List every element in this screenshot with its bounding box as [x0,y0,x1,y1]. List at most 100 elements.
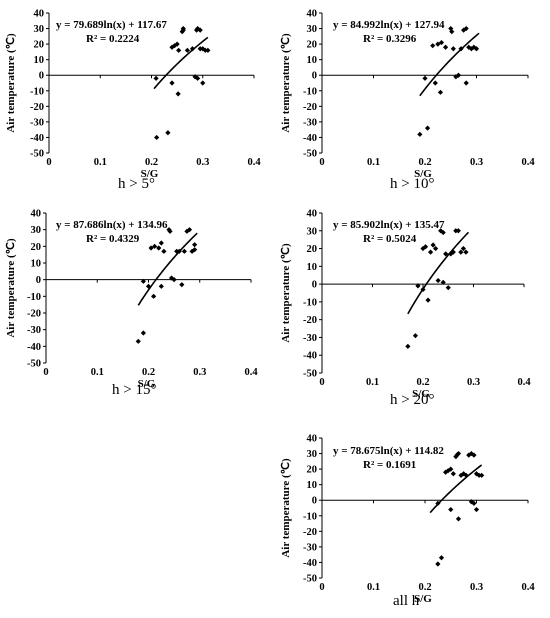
y-tick-label: 0 [39,71,44,82]
trendline-equation: y = 79.689ln(x) + 117.67 [56,19,167,31]
data-point [153,75,159,81]
x-tick-label: 0.3 [467,377,480,388]
r-squared-label: R² = 0.2224 [86,33,140,45]
panel-h20: -50 -40 -30 -20 -10 0 10 20 30 40 0 0.1 0.2 0.3 0.4 S/G… [275,200,550,409]
y-tick-label: 20 [307,465,318,476]
data-point [440,229,446,236]
x-tick-label: 0.2 [416,377,429,388]
y-tick-label: 30 [307,449,318,460]
data-point [154,134,160,141]
data-point [450,249,456,255]
r-squared-label: R² = 0.3296 [363,33,417,45]
data-point [432,80,438,86]
data-point [165,130,171,136]
x-tick-label: 0.3 [470,157,483,168]
y-tick-label: -30 [303,542,317,553]
x-axis-label: S/G [412,388,430,400]
r-squared-label: R² = 0.1691 [363,459,416,471]
x-tick-label: 0.2 [418,582,431,593]
y-tick-label: -20 [303,315,317,326]
data-point [148,245,154,251]
x-tick-label: 0.4 [517,377,531,388]
data-point [179,282,185,288]
x-tick-label: 0.1 [367,157,380,168]
x-tick-label: 0.1 [94,157,107,168]
y-tick-label: 0 [312,496,317,507]
x-tick-label: 0.2 [418,157,431,168]
data-point [158,283,164,289]
y-tick-label: -50 [303,369,317,380]
y-tick-label: 20 [34,40,45,51]
data-point [168,275,175,281]
data-point [438,228,444,234]
y-tick-label: 40 [307,9,318,20]
panel-all-h: -50 -40 -30 -20 -10 0 10 20 30 40 0 0.1 0.2 0.3 0.4 S/G… [275,420,550,618]
y-tick-label: 0 [312,280,317,291]
x-tick-label: 0.3 [196,157,209,168]
data-point [438,555,445,561]
data-point [135,338,141,344]
caption-h10: h > 10° [390,176,435,192]
y-tick-label: 40 [307,434,318,445]
y-tick-label: 30 [31,225,42,236]
y-tick-label: -50 [303,149,317,160]
x-axis-label: S/G [414,168,432,180]
x-tick-label: 0.4 [521,582,535,593]
y-tick-label: -50 [30,149,44,160]
y-tick-label: -10 [303,511,317,522]
y-tick-label: -10 [303,297,317,308]
data-point [450,46,456,52]
data-point [450,471,456,477]
data-point [420,245,426,252]
x-tick-label: 0.1 [366,377,379,388]
y-tick-label: 30 [34,24,45,35]
trendline [407,231,470,315]
data-point [437,89,444,95]
data-point [180,25,186,32]
panel-h5: -50 -40 -30 -20 -10 0 10 20 30 40 0 0.1 0.2 0.3 0.4 S/G… [0,0,275,193]
data-point [448,25,454,32]
data-point [161,248,167,254]
y-tick-label: -20 [27,309,41,320]
r-squared-label: R² = 0.5024 [363,233,417,245]
trendline-equation: y = 78.675ln(x) + 114.82 [333,445,444,457]
data-point [458,249,464,255]
data-point [195,25,201,32]
x-tick-label: 0.1 [367,582,380,593]
y-axis-label: Air temperature (℃) [280,33,292,133]
data-point [443,469,449,475]
y-tick-label: -30 [303,333,317,344]
caption-h20: h > 20° [390,392,435,408]
x-tick-label: 0.2 [145,157,158,168]
y-tick-label: -30 [303,117,317,128]
chart-h15: -50 -40 -30 -20 -10 0 10 20 30 40 0 0.1 0.2 0.3 0.4 S/G… [5,209,258,391]
y-axis-label: Air temperature (℃) [5,33,17,133]
x-tick-label: 0.4 [244,367,258,378]
y-tick-label: 10 [307,262,318,273]
r-squared-label: R² = 0.4329 [86,233,140,245]
data-point [435,500,441,506]
data-point [443,44,449,50]
data-point [195,75,201,81]
y-tick-label: -10 [303,86,317,97]
y-axis-label: Air temperature (℃) [280,458,292,558]
data-point [455,516,462,522]
data-point [427,249,434,255]
caption-all-h: all h [393,593,420,609]
y-tick-label: 20 [307,40,318,51]
x-tick-label: 0.4 [521,157,535,168]
trendline [419,32,480,97]
x-axis-label: S/G [138,378,156,390]
x-tick-label: 0 [43,367,48,378]
data-point [405,343,411,349]
data-point [458,46,464,52]
y-tick-label: -50 [303,574,317,585]
y-tick-label: 10 [31,259,42,270]
y-tick-label: 10 [307,480,318,491]
data-point [473,46,480,52]
data-point [205,47,211,53]
y-tick-label: -20 [30,102,44,113]
caption-h15: h > 15° [112,382,157,398]
y-tick-label: -40 [303,558,317,569]
y-tick-label: -10 [27,292,41,303]
